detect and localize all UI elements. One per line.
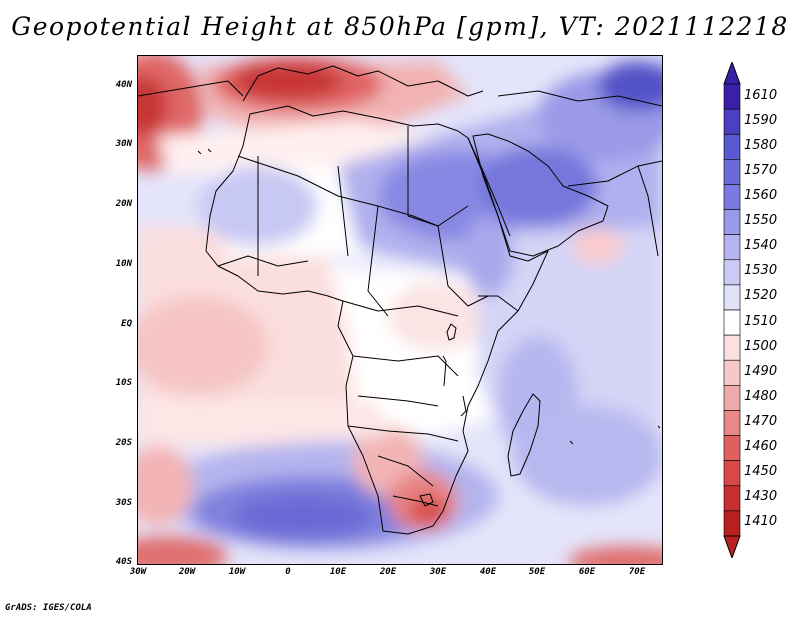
lat-label-10n: 10N bbox=[115, 259, 132, 269]
colorbar-segment bbox=[723, 83, 741, 110]
colorbar-segment bbox=[723, 184, 741, 210]
colorbar-segment bbox=[723, 510, 741, 537]
colorbar-segment bbox=[723, 133, 741, 160]
colorbar-segment bbox=[723, 108, 741, 135]
colorbar-label: 1500 bbox=[744, 338, 778, 354]
colorbar-label: 1450 bbox=[744, 464, 778, 480]
colorbar-segment bbox=[723, 159, 741, 185]
colorbar-label: 1580 bbox=[744, 137, 778, 153]
lat-label-eq: EQ bbox=[121, 319, 132, 329]
lon-label-50e: 50E bbox=[528, 567, 546, 577]
colorbar-segment bbox=[723, 485, 741, 512]
colorbar-segment bbox=[723, 259, 741, 286]
colorbar-label: 1470 bbox=[744, 414, 778, 429]
lon-label-0: 0 bbox=[285, 567, 291, 577]
lon-label-10e: 10E bbox=[329, 567, 347, 577]
colorbar-label: 1530 bbox=[744, 263, 778, 279]
colorbar-segment bbox=[723, 209, 741, 235]
lon-label-10w: 10W bbox=[228, 567, 246, 577]
colorbar-label: 1610 bbox=[744, 87, 778, 103]
colorbar-label: 1520 bbox=[744, 288, 778, 304]
geopotential-map bbox=[137, 55, 663, 565]
colorbar-svg bbox=[723, 60, 741, 560]
lon-label-30w: 30W bbox=[129, 567, 147, 577]
colorbar-segment bbox=[723, 234, 741, 261]
colorbar-segment bbox=[723, 460, 741, 487]
coastlines bbox=[138, 65, 662, 535]
lat-label-30n: 30N bbox=[115, 139, 132, 149]
lat-label-10s: 10S bbox=[115, 378, 132, 388]
colorbar: 1610 1590 1580 1570 1560 1550 1540 1530 1520 1510… bbox=[722, 60, 777, 562]
lon-label-70e: 70E bbox=[628, 567, 646, 577]
colorbar-segment bbox=[723, 359, 741, 386]
colorbar-segment bbox=[723, 410, 741, 436]
colorbar-label: 1510 bbox=[744, 313, 778, 329]
lon-label-20w: 20W bbox=[178, 567, 196, 577]
colorbar-label: 1570 bbox=[744, 162, 778, 178]
lat-label-40s: 40S bbox=[115, 557, 132, 567]
lon-label-60e: 60E bbox=[578, 567, 596, 577]
lat-label-30s: 30S bbox=[115, 498, 132, 508]
lon-label-30e: 30E bbox=[429, 567, 447, 577]
colorbar-segment bbox=[723, 435, 741, 461]
colorbar-segment bbox=[723, 309, 741, 336]
map-field-svg bbox=[138, 56, 662, 564]
colorbar-segment bbox=[723, 284, 741, 311]
colorbar-label: 1560 bbox=[744, 188, 778, 203]
height-field bbox=[138, 56, 662, 564]
lat-label-20n: 20N bbox=[115, 199, 132, 209]
colorbar-top-arrow bbox=[723, 60, 741, 85]
colorbar-label: 1490 bbox=[744, 363, 778, 379]
colorbar-label: 1550 bbox=[744, 213, 778, 229]
grads-credit: GrADS: IGES/COLA bbox=[5, 603, 92, 613]
lon-label-40e: 40E bbox=[479, 567, 497, 577]
lat-label-20s: 20S bbox=[115, 438, 132, 448]
colorbar-label: 1590 bbox=[744, 112, 778, 128]
colorbar-label: 1480 bbox=[744, 388, 778, 404]
colorbar-label: 1540 bbox=[744, 238, 778, 254]
colorbar-segment bbox=[723, 385, 741, 411]
colorbar-segment bbox=[723, 334, 741, 361]
lat-label-40n: 40N bbox=[115, 80, 132, 90]
colorbar-label: 1430 bbox=[744, 489, 778, 505]
map-title: Geopotential Height at 850hPa [gpm], VT:… bbox=[11, 12, 789, 41]
colorbar-bottom-arrow bbox=[723, 535, 741, 560]
lon-label-20e: 20E bbox=[379, 567, 397, 577]
colorbar-label: 1460 bbox=[744, 439, 778, 455]
colorbar-label: 1410 bbox=[744, 514, 778, 530]
